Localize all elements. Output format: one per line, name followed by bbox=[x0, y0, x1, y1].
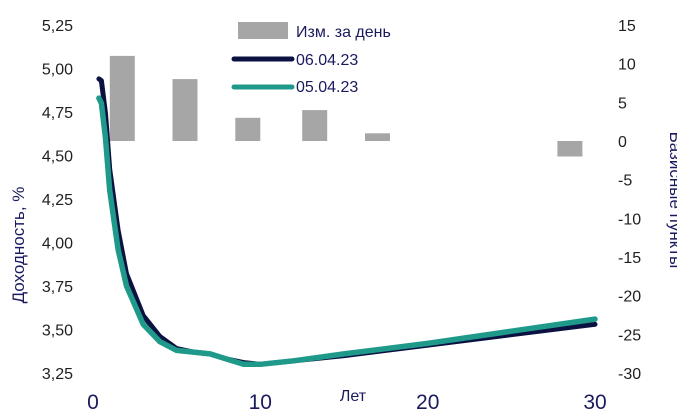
y-left-tick-label: 3,50 bbox=[42, 323, 73, 340]
legend-label-series-1: 06.04.23 bbox=[296, 52, 358, 69]
y-left-axis-label: Доходность, % bbox=[9, 187, 28, 304]
daily-change-bar bbox=[109, 55, 135, 141]
y-right-tick-label: -15 bbox=[618, 250, 641, 267]
y-left-tick-label: 5,25 bbox=[42, 18, 73, 35]
y-left-tick-label: 3,75 bbox=[42, 279, 73, 296]
y-right-tick-label: 15 bbox=[618, 18, 636, 35]
y-right-tick-label: -25 bbox=[618, 327, 641, 344]
y-right-tick-label: 10 bbox=[618, 57, 636, 74]
legend-swatch-bars bbox=[238, 22, 288, 39]
left-axis-ticks: 3,25 3,50 3,75 4,00 4,25 4,50 4,75 5,00 5,25 bbox=[42, 18, 73, 383]
y-right-tick-label: -20 bbox=[618, 289, 641, 306]
yield-curve-series-2 bbox=[96, 95, 598, 368]
legend: Изм. за день 06.04.23 05.04.23 bbox=[231, 22, 391, 96]
x-axis-label: Лет bbox=[340, 388, 367, 405]
x-tick-label: 20 bbox=[416, 391, 439, 414]
right-axis-ticks: -30 -25 -20 -15 -10 -5 0 5 10 15 bbox=[618, 18, 641, 383]
x-tick-label: 0 bbox=[87, 391, 99, 414]
daily-change-bar bbox=[365, 133, 390, 141]
daily-change-bar bbox=[302, 110, 328, 141]
y-left-tick-label: 5,00 bbox=[42, 62, 73, 79]
bars-layer bbox=[109, 55, 583, 157]
lines-layer bbox=[96, 76, 598, 368]
y-right-axis-label: Базисные пункты bbox=[666, 132, 677, 269]
x-axis-ticks: 0 10 20 30 bbox=[87, 391, 607, 414]
y-right-tick-label: 0 bbox=[618, 134, 627, 151]
x-tick-label: 10 bbox=[249, 391, 272, 414]
legend-label-series-2: 05.04.23 bbox=[296, 79, 358, 96]
daily-change-bar bbox=[235, 117, 261, 141]
y-left-tick-label: 4,50 bbox=[42, 149, 73, 166]
legend-label-bars: Изм. за день bbox=[296, 24, 391, 41]
y-left-tick-label: 3,25 bbox=[42, 366, 73, 383]
daily-change-bar bbox=[172, 79, 198, 141]
x-tick-label: 30 bbox=[583, 391, 606, 414]
y-left-tick-label: 4,75 bbox=[42, 105, 73, 122]
y-right-tick-label: -5 bbox=[618, 173, 632, 190]
y-right-tick-label: -10 bbox=[618, 211, 641, 228]
daily-change-bar bbox=[557, 141, 583, 157]
y-right-tick-label: 5 bbox=[618, 95, 627, 112]
y-left-tick-label: 4,25 bbox=[42, 192, 73, 209]
y-right-tick-label: -30 bbox=[618, 366, 641, 383]
y-left-tick-label: 4,00 bbox=[42, 236, 73, 253]
